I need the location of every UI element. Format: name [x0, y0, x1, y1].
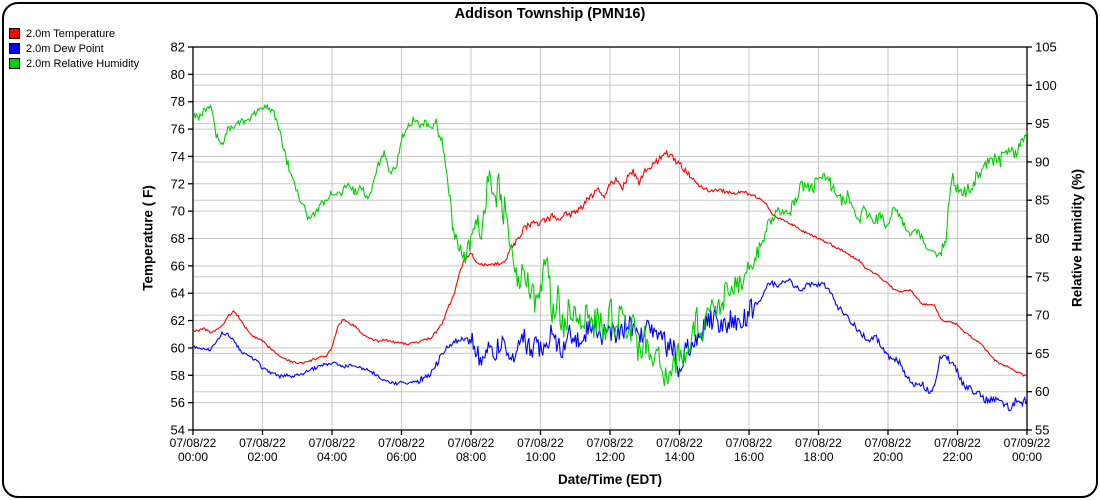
relative-humidity-swatch-icon	[9, 58, 20, 69]
x-axis-title: Date/Time (EDT)	[557, 472, 663, 487]
svg-text:70: 70	[171, 204, 185, 219]
svg-text:75: 75	[1035, 269, 1049, 284]
svg-text:100: 100	[1035, 78, 1057, 93]
svg-text:74: 74	[171, 149, 185, 164]
svg-text:78: 78	[171, 94, 185, 109]
svg-text:72: 72	[171, 176, 185, 191]
svg-text:55: 55	[1035, 423, 1049, 438]
legend-item-temperature: 2.0m Temperature	[9, 26, 139, 41]
temperature-swatch-icon	[9, 28, 20, 39]
svg-text:70: 70	[1035, 308, 1049, 323]
dew-point-swatch-icon	[9, 43, 20, 54]
svg-text:60: 60	[171, 340, 185, 355]
svg-text:60: 60	[1035, 384, 1049, 399]
svg-text:54: 54	[171, 423, 185, 438]
legend-item-relative-humidity: 2.0m Relative Humidity	[9, 56, 139, 71]
svg-text:95: 95	[1035, 116, 1049, 131]
chart-title: Addison Township (PMN16)	[454, 6, 646, 22]
svg-text:64: 64	[171, 286, 185, 301]
legend-label-dew-point: 2.0m Dew Point	[26, 42, 104, 55]
svg-text:56: 56	[171, 395, 185, 410]
svg-text:68: 68	[171, 231, 185, 246]
legend-item-dew-point: 2.0m Dew Point	[9, 41, 139, 56]
svg-text:85: 85	[1035, 193, 1049, 208]
legend: 2.0m Temperature 2.0m Dew Point 2.0m Rel…	[9, 26, 139, 71]
legend-label-relative-humidity: 2.0m Relative Humidity	[26, 57, 140, 70]
svg-text:66: 66	[171, 258, 185, 273]
svg-text:62: 62	[171, 313, 185, 328]
svg-text:58: 58	[171, 368, 185, 383]
svg-text:80: 80	[171, 67, 185, 82]
svg-text:76: 76	[171, 122, 185, 137]
svg-text:90: 90	[1035, 154, 1049, 169]
svg-text:80: 80	[1035, 231, 1049, 246]
svg-text:65: 65	[1035, 346, 1049, 361]
svg-text:82: 82	[171, 40, 185, 55]
svg-text:105: 105	[1035, 40, 1057, 55]
legend-label-temperature: 2.0m Temperature	[26, 27, 116, 40]
